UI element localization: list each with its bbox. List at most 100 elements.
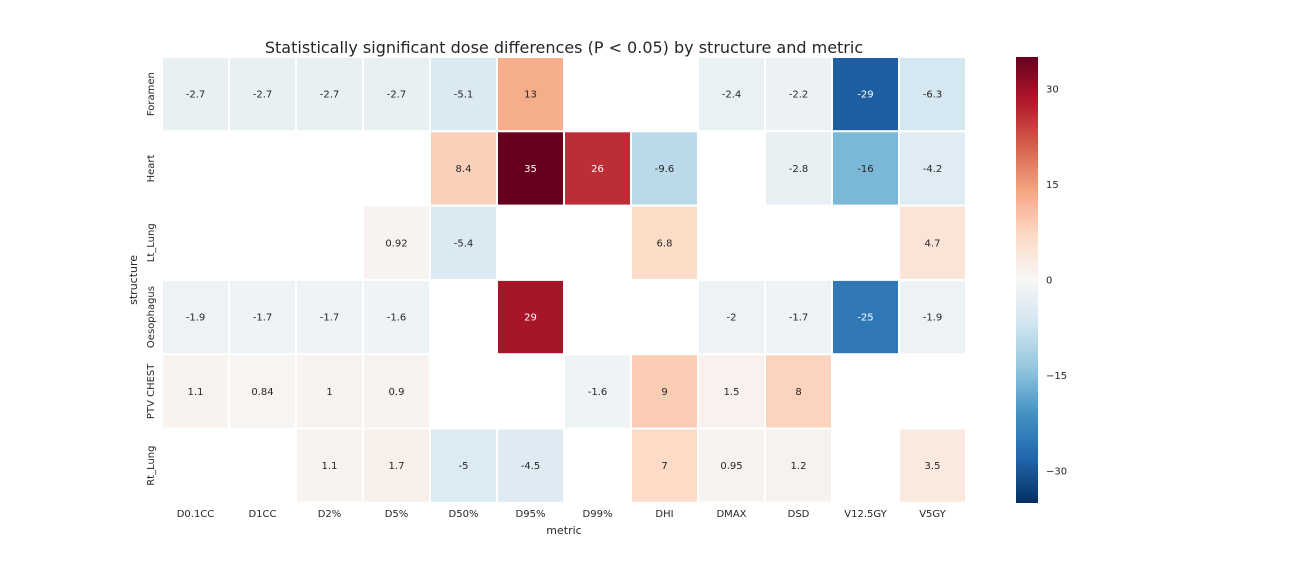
x-tick-label: D50% <box>449 509 479 520</box>
cell-value-label: 8.4 <box>456 164 472 175</box>
heatmap-cell <box>496 130 565 207</box>
cell-value-label: 0.84 <box>251 387 273 398</box>
y-tick-label: Lt_Lung <box>146 223 157 262</box>
cell-value-label: -29 <box>857 90 873 101</box>
heatmap-cell <box>228 56 297 133</box>
y-tick-label: Heart <box>146 154 157 182</box>
cell-value-label: 1.1 <box>188 387 204 398</box>
heatmap-cell <box>362 204 431 281</box>
colorbar-tick-label: −15 <box>1046 371 1067 382</box>
x-tick-label: D0.1CC <box>177 509 215 520</box>
y-tick-label: Oesophagus <box>146 286 157 348</box>
cell-value-label: 1.5 <box>724 387 740 398</box>
colorbar-tick-label: −30 <box>1046 467 1067 478</box>
cell-value-label: -1.7 <box>253 313 273 324</box>
colorbar <box>1016 57 1038 503</box>
cell-value-label: 6.8 <box>657 238 673 249</box>
cell-value-label: -6.3 <box>923 90 943 101</box>
cell-value-label: -1.7 <box>320 313 340 324</box>
heatmap-cell <box>697 353 766 430</box>
heatmap-cell <box>362 427 431 504</box>
cell-value-label: -1.7 <box>789 313 809 324</box>
heatmap-cell <box>630 130 699 207</box>
heatmap-cell <box>295 56 364 133</box>
x-tick-label: V5GY <box>919 509 946 520</box>
x-tick-label: DSD <box>788 509 810 520</box>
heatmap-cell <box>161 278 230 356</box>
y-tick-label: Foramen <box>146 72 157 116</box>
cell-value-label: -5.4 <box>454 238 474 249</box>
y-tick-label: Rt_Lung <box>146 446 157 486</box>
cell-value-label: -2 <box>727 313 737 324</box>
heatmap-cell <box>764 56 833 133</box>
heatmap-cell <box>496 56 565 133</box>
cell-value-label: 1.2 <box>791 461 807 472</box>
y-tick-label: PTV CHEST <box>146 363 157 419</box>
x-tick-label: D1CC <box>248 509 276 520</box>
cell-value-label: 29 <box>524 313 537 324</box>
x-tick-label: DHI <box>655 509 673 520</box>
x-tick-label: D2% <box>318 509 342 520</box>
cell-value-label: 4.7 <box>925 238 941 249</box>
cell-value-label: -2.7 <box>186 90 206 101</box>
heatmap-cell <box>697 56 766 133</box>
cell-value-label: 1 <box>326 387 332 398</box>
colorbar-tick-label: 0 <box>1046 276 1052 287</box>
heatmap-cell <box>563 130 632 207</box>
cell-value-label: 35 <box>524 164 537 175</box>
cell-value-label: 13 <box>524 90 537 101</box>
heatmap-cell <box>831 278 900 356</box>
heatmap-cell <box>898 278 967 356</box>
cell-value-label: 8 <box>795 387 801 398</box>
cell-value-label: 0.9 <box>389 387 405 398</box>
heatmap-cell <box>429 427 498 504</box>
cell-value-label: -2.7 <box>253 90 273 101</box>
cell-value-label: -9.6 <box>655 164 675 175</box>
cell-value-label: 1.7 <box>389 461 405 472</box>
heatmap-cell <box>697 278 766 356</box>
cell-value-label: -2.2 <box>789 90 809 101</box>
heatmap-cell <box>764 278 833 356</box>
heatmap-cell <box>496 427 565 504</box>
heatmap-cell <box>764 427 833 504</box>
cell-value-label: -5.1 <box>454 90 474 101</box>
x-tick-label: V12.5GY <box>844 509 887 520</box>
cell-value-label: -2.7 <box>387 90 407 101</box>
y-axis-label: structure <box>127 255 140 305</box>
heatmap-cell <box>898 56 967 133</box>
cell-value-label: 26 <box>591 164 604 175</box>
heatmap-cell <box>429 204 498 281</box>
x-tick-label: D99% <box>583 509 613 520</box>
cell-value-label: 3.5 <box>925 461 941 472</box>
heatmap-cell <box>161 353 230 430</box>
heatmap-cell <box>630 353 699 430</box>
cell-value-label: 0.95 <box>720 461 742 472</box>
cell-value-label: -1.6 <box>588 387 608 398</box>
cell-value-label: -2.4 <box>722 90 742 101</box>
cell-value-label: 0.92 <box>385 238 407 249</box>
cell-value-label: -5 <box>459 461 469 472</box>
cell-value-label: -1.6 <box>387 313 407 324</box>
heatmap-cell <box>496 278 565 356</box>
cell-value-label: 9 <box>661 387 667 398</box>
cell-value-label: -16 <box>857 164 873 175</box>
cell-value-label: -4.5 <box>521 461 541 472</box>
heatmap-cell <box>898 204 967 281</box>
cell-value-label: 1.1 <box>322 461 338 472</box>
colorbar-tick-label: 15 <box>1046 180 1059 191</box>
cell-value-label: -1.9 <box>186 313 206 324</box>
cell-value-label: -2.8 <box>789 164 809 175</box>
cell-value-label: -2.7 <box>320 90 340 101</box>
heatmap-cell <box>898 427 967 504</box>
cell-value-label: 7 <box>661 461 667 472</box>
heatmap-cell <box>831 130 900 207</box>
heatmap-cell <box>161 56 230 133</box>
colorbar-tick-label: 30 <box>1046 84 1059 95</box>
cell-value-label: -4.2 <box>923 164 943 175</box>
x-tick-label: D5% <box>385 509 409 520</box>
x-tick-label: D95% <box>516 509 546 520</box>
chart-title: Statistically significant dose differenc… <box>265 38 863 57</box>
heatmap-cell <box>630 204 699 281</box>
